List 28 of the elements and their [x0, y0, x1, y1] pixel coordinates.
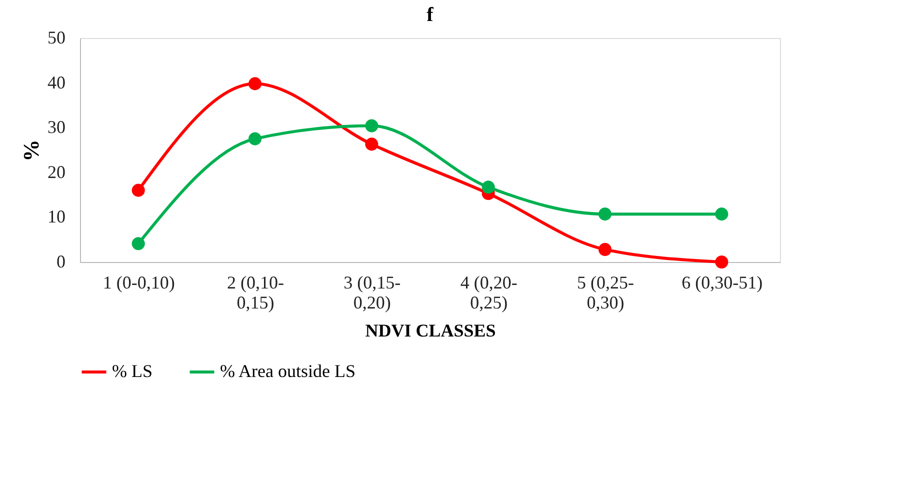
point [365, 138, 378, 151]
x-tick-label: 4 (0,20- 0,25) [460, 272, 518, 312]
point [132, 237, 145, 250]
x-tick-label: 5 (0,25- 0,30) [577, 272, 634, 312]
point [715, 208, 728, 221]
y-tick-label: 50 [48, 28, 66, 48]
x-tick-label: 3 (0,15- 0,20) [344, 272, 401, 312]
y-tick-label: 40 [48, 72, 66, 92]
point [598, 208, 612, 221]
point [248, 77, 262, 90]
y-axis-title: % [18, 140, 44, 162]
x-tick-label: 1 (0-0,10) [102, 272, 175, 292]
point [248, 132, 262, 146]
y-tick-label: 20 [48, 162, 66, 182]
x-tick-label: 6 (0,30-51) [682, 272, 763, 292]
legend-label: % LS [112, 361, 152, 381]
y-tick-label: 10 [48, 206, 66, 227]
point [715, 255, 728, 269]
x-axis-title: NDVI CLASSES [365, 320, 496, 340]
point [132, 184, 145, 197]
point [598, 242, 612, 256]
point [365, 119, 378, 132]
y-tick-label: 30 [48, 117, 66, 138]
legend-label: % Area outside LS [220, 361, 356, 381]
point [482, 180, 495, 194]
x-tick-label: 2 (0,10- 0,15) [227, 272, 284, 312]
chart-title: f [426, 4, 434, 26]
y-tick-label: 0 [56, 252, 66, 272]
